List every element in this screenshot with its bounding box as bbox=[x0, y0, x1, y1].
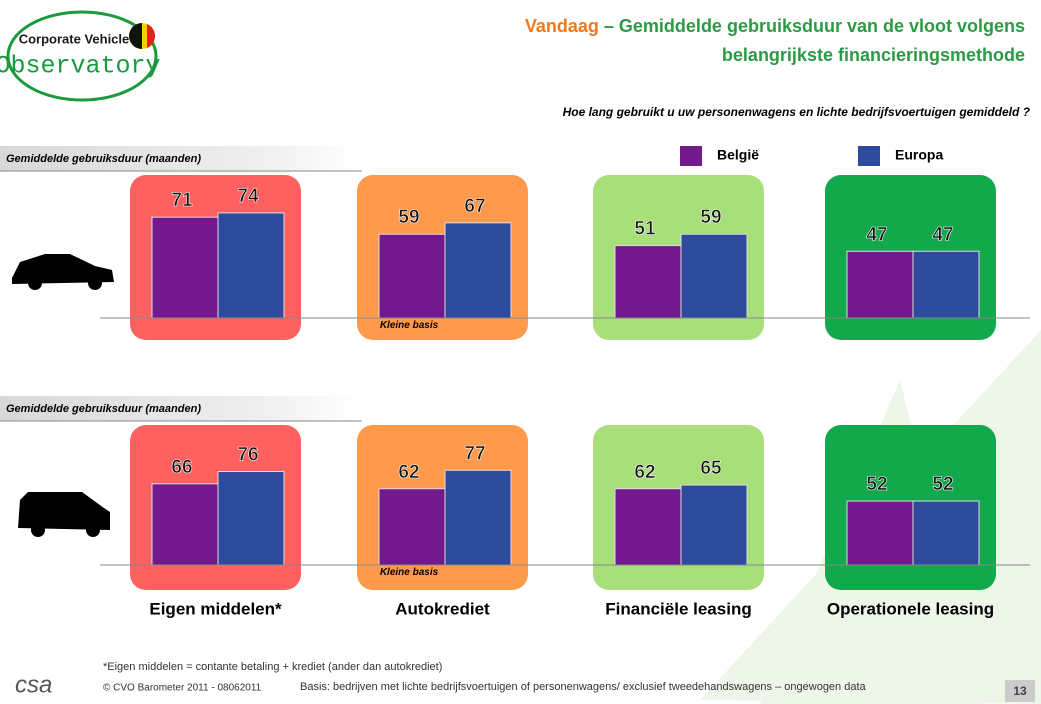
annotation: Kleine basis bbox=[379, 567, 439, 579]
bar bbox=[913, 251, 979, 318]
value-label: 71 bbox=[171, 190, 193, 211]
legend-swatch bbox=[680, 146, 702, 166]
brand: csa bbox=[15, 671, 52, 698]
logo-line2: Observatory bbox=[0, 52, 161, 81]
value-label: 52 bbox=[866, 474, 887, 495]
value-label: 47 bbox=[866, 224, 887, 245]
value-label: 77 bbox=[464, 443, 485, 464]
annotation: Kleine basis bbox=[379, 320, 439, 332]
bar bbox=[615, 489, 681, 565]
category-label: Eigen middelen* bbox=[149, 599, 282, 618]
category-label: Operationele leasing bbox=[827, 599, 994, 618]
car-wheel bbox=[28, 276, 42, 290]
flag bbox=[129, 23, 155, 49]
footnote: *Eigen middelen = contante betaling + kr… bbox=[103, 661, 442, 673]
value-label: 62 bbox=[634, 462, 655, 483]
title: Vandaag– Gemiddelde gebruiksduur van de … bbox=[525, 16, 1025, 36]
bar bbox=[218, 472, 284, 565]
car-wheel bbox=[88, 276, 102, 290]
value-label: 67 bbox=[464, 196, 485, 217]
value-label: 59 bbox=[700, 207, 721, 228]
value-label: 51 bbox=[634, 219, 656, 240]
page-number: 13 bbox=[1013, 684, 1027, 698]
bar bbox=[615, 246, 681, 318]
van-wheel bbox=[86, 523, 100, 537]
y-axis-label: Gemiddelde gebruiksduur (maanden) bbox=[6, 153, 201, 165]
value-label: 65 bbox=[700, 458, 722, 479]
bar bbox=[847, 501, 913, 565]
bar bbox=[847, 251, 913, 318]
bar bbox=[379, 489, 445, 565]
legend-swatch bbox=[858, 146, 880, 166]
legend-label: België bbox=[717, 147, 759, 163]
category-label: Autokrediet bbox=[395, 599, 490, 618]
value-label: 62 bbox=[398, 462, 419, 483]
slide: Corporate Vehicle Observatory Vandaag– G… bbox=[0, 0, 1041, 704]
title-line2: belangrijkste financieringsmethode bbox=[722, 45, 1025, 65]
value-label: 74 bbox=[237, 186, 259, 207]
bar bbox=[913, 501, 979, 565]
bar bbox=[379, 234, 445, 318]
y-axis-label: Gemiddelde gebruiksduur (maanden) bbox=[6, 403, 201, 415]
question: Hoe lang gebruikt u uw personenwagens en… bbox=[563, 105, 1031, 119]
van-wheel bbox=[31, 523, 45, 537]
chart: Corporate Vehicle Observatory Vandaag– G… bbox=[0, 0, 1041, 704]
bar bbox=[152, 217, 218, 318]
logo-line1: Corporate Vehicle bbox=[19, 31, 130, 46]
title-highlight: Vandaag bbox=[525, 16, 599, 36]
category-label: Financiële leasing bbox=[605, 599, 751, 618]
bar bbox=[681, 485, 747, 565]
value-label: 76 bbox=[237, 445, 258, 466]
value-label: 59 bbox=[398, 207, 419, 228]
copyright: © CVO Barometer 2011 - 08062011 bbox=[103, 683, 262, 694]
bar bbox=[681, 234, 747, 318]
bar bbox=[445, 223, 511, 318]
legend-label: Europa bbox=[895, 147, 943, 163]
bar bbox=[445, 470, 511, 565]
value-label: 52 bbox=[932, 474, 953, 495]
basis: Basis: bedrijven met lichte bedrijfsvoer… bbox=[300, 681, 867, 693]
title-line1: – Gemiddelde gebruiksduur van de vloot v… bbox=[604, 16, 1025, 36]
bar bbox=[218, 213, 284, 318]
value-label: 66 bbox=[171, 457, 192, 478]
value-label: 47 bbox=[932, 224, 953, 245]
bar bbox=[152, 484, 218, 565]
